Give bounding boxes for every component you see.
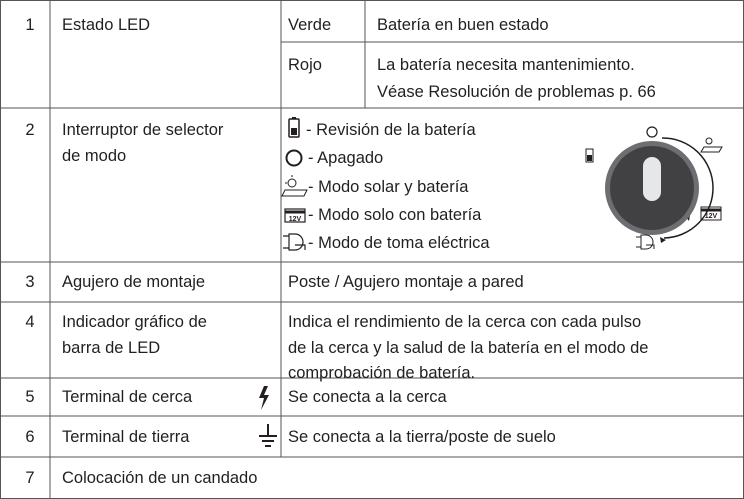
item: Interruptor de selector [62,121,224,139]
item: Terminal de cerca [62,388,193,406]
description: comprobación de batería. [288,364,476,382]
mode-dial [585,126,723,250]
row-number: 6 [25,428,35,446]
description: Poste / Agujero montaje a pared [288,273,524,291]
mode: - Modo de toma eléctrica [308,234,490,252]
row-number: 5 [25,388,35,406]
row-number: 3 [25,273,35,291]
item: barra de LED [62,339,161,357]
row-number: 2 [25,121,35,139]
description: de la cerca y la salud de la batería en … [288,339,649,357]
item: Colocación de un candado [62,469,258,487]
meaning: Batería en buen estado [377,16,549,34]
item: Estado LED [62,16,151,34]
item: Agujero de montaje [62,273,206,291]
row-number: 1 [25,16,35,34]
icon-label: 12V [705,213,718,220]
row-number: 7 [25,469,35,487]
ground-icon [259,424,277,447]
item: de modo [62,147,127,165]
description: Se conecta a la tierra/poste de suelo [288,428,556,446]
meaning: La batería necesita mantenimiento. [377,56,635,74]
mode: - Modo solar y batería [308,178,469,196]
meaning: Véase Resolución de problemas p. 66 [377,83,656,101]
state: Rojo [288,56,322,74]
mode: - Revisión de la batería [306,121,476,139]
state: Verde [288,16,332,34]
fence-icon [259,386,269,410]
mode: - Modo solo con batería [308,206,482,224]
description: Se conecta a la cerca [288,388,447,406]
description: Indica el rendimiento de la cerca con ca… [288,313,642,331]
mode: - Apagado [308,149,384,167]
icon-label: 12V [289,216,302,223]
item: Terminal de tierra [62,428,190,446]
row-number: 4 [25,313,35,331]
item: Indicador gráfico de [62,313,207,331]
mode-icons [281,117,308,251]
